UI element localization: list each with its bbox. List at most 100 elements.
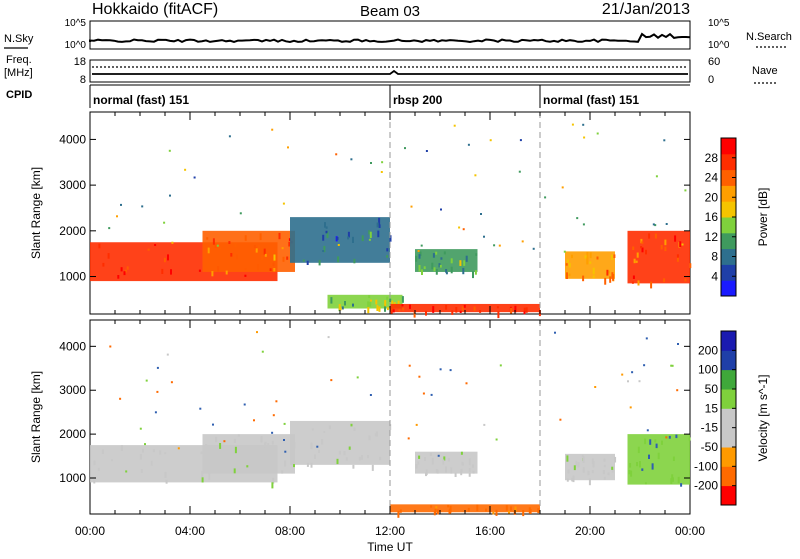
scatter-cell [567,259,569,263]
scatter-cell [348,446,351,450]
sparse-echo [418,375,421,378]
colorbar-tick-label: 16 [705,210,719,224]
cpid-segment-label: normal (fast) 151 [543,93,639,107]
scatter-cell [445,271,448,275]
colorbar-tick-label: 12 [705,230,719,244]
scatter-cell [286,256,289,260]
scatter-cell [432,306,435,313]
scatter-cell [455,307,458,313]
scatter-block [390,504,540,513]
scatter-cell [102,262,105,267]
scatter-cell [101,449,104,454]
sparse-echo [169,194,171,197]
x-tick-label: 08:00 [275,524,305,538]
scatter-cell [522,510,525,517]
sparse-echo [480,213,482,215]
scatter-cell [636,252,639,258]
sparse-echo [199,407,202,410]
scatter-cell [337,256,340,263]
colorbar-label: Power [dB] [756,188,770,247]
scatter-cell [448,509,451,514]
scatter-region [327,294,404,314]
scatter-cell [581,454,584,457]
scatter-cell [318,449,320,453]
sparse-echo [422,392,425,395]
scatter-cell [431,262,434,270]
sparse-echo [212,423,214,426]
scatter-cell [393,302,396,305]
scatter-cell [435,251,438,255]
sparse-echo [629,406,632,409]
scatter-cell [293,464,295,468]
scatter-cell [676,256,679,262]
scatter-cell [252,467,254,473]
freq-tick-bottom: 8 [80,74,86,86]
sparse-echo [170,381,173,384]
scatter-cell [463,304,466,308]
scatter-cell [609,276,612,283]
sparse-echo [670,364,673,367]
scatter-cell [450,467,453,474]
scatter-cell [654,439,657,443]
scatter-cell [680,483,683,487]
scatter-cell [442,459,445,465]
y-axis-label: Slant Range [km] [29,371,43,463]
scatter-cell [684,278,687,282]
sparse-echo [631,371,634,374]
scatter-cell [124,269,127,273]
scatter-cell [572,475,575,483]
scatter-cell [435,269,438,275]
scatter-cell [228,241,231,244]
scatter-cell [284,460,287,467]
sparse-echo [489,139,492,142]
scatter-cell [244,274,247,277]
scatter-cell [361,235,364,242]
scatter-cell [402,307,405,311]
scatter-cell [514,506,517,512]
sparse-echo [594,386,597,388]
scatter-cell [675,434,678,439]
scatter-cell [386,248,389,252]
sparse-echo [216,244,219,247]
cpid-segments: normal (fast) 151 rbsp 200 normal (fast) 1… [89,85,639,108]
scatter-cell [424,457,426,461]
sparse-echo [495,438,498,441]
sparse-echo [156,366,159,369]
scatter-cell [391,300,394,306]
scatter-cell [270,257,273,261]
scatter-cell [497,311,500,319]
scatter-cell [126,266,129,270]
scatter-cell [271,482,274,489]
x-tick-label: 20:00 [575,524,605,538]
scatter-cell [386,307,389,311]
scatter-cell [670,478,673,484]
scatter-cell [107,253,110,259]
colorbar-tick-label: 28 [705,151,719,165]
scatter-cell [350,423,353,427]
colorbar-swatch [721,169,736,186]
cpid-label: CPID [6,89,32,101]
scatter-cell [445,466,447,473]
scatter-cell [233,438,236,443]
nsearch-tick-top: 10^5 [708,18,730,29]
sparse-echo [120,203,122,206]
scatter-cell [614,456,617,463]
scatter-cell [472,271,474,279]
scatter-cell [389,298,392,302]
scatter-cell [537,508,540,514]
y-tick-label: 1000 [59,270,86,284]
nsky-tick-top: 10^5 [65,18,87,29]
sparse-echo [583,136,586,139]
colorbar-swatch [721,447,736,467]
sparse-echo [380,171,383,173]
sparse-echo [563,250,566,253]
nave-label: Nave [752,65,778,77]
scatter-cell [361,455,363,460]
scatter-cell [637,446,640,454]
sparse-echo [654,224,657,227]
scatter-cell [310,462,313,468]
colorbar-swatch [721,201,736,218]
scatter-cell [347,236,350,240]
sparse-echo [323,431,326,433]
scatter-cell [661,440,663,445]
